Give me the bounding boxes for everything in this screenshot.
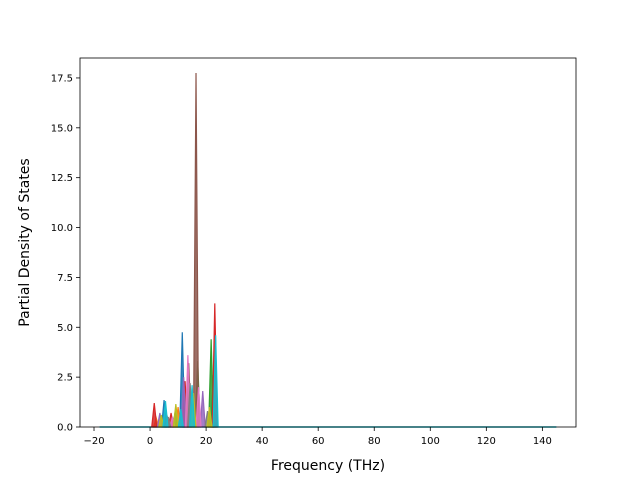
x-axis-label: Frequency (THz) (271, 458, 385, 474)
y-tick-label: 2.5 (57, 373, 73, 384)
x-tick-label: −20 (83, 436, 104, 447)
x-axis-ticks: −20 0 20 40 60 80 100 120 140 (83, 427, 552, 447)
axes-frame (79, 57, 577, 428)
x-tick-label: 100 (421, 436, 440, 447)
y-tick-label: 15.0 (51, 123, 73, 134)
y-tick-label: 12.5 (51, 173, 73, 184)
y-axis-ticks: 0.0 2.5 5.0 7.5 10.0 12.5 15.0 17.5 (51, 73, 80, 434)
x-tick-label: 60 (312, 436, 325, 447)
x-tick-label: 120 (477, 436, 496, 447)
x-tick-label: 140 (533, 436, 552, 447)
y-tick-label: 5.0 (57, 323, 73, 334)
y-tick-label: 7.5 (57, 273, 73, 284)
x-tick-label: 40 (256, 436, 269, 447)
x-tick-label: 0 (147, 436, 153, 447)
y-tick-label: 17.5 (51, 73, 73, 84)
x-tick-label: 80 (368, 436, 381, 447)
y-tick-label: 10.0 (51, 223, 73, 234)
x-tick-label: 20 (200, 436, 213, 447)
y-axis-label: Partial Density of States (17, 158, 33, 326)
y-tick-label: 0.0 (57, 423, 73, 434)
